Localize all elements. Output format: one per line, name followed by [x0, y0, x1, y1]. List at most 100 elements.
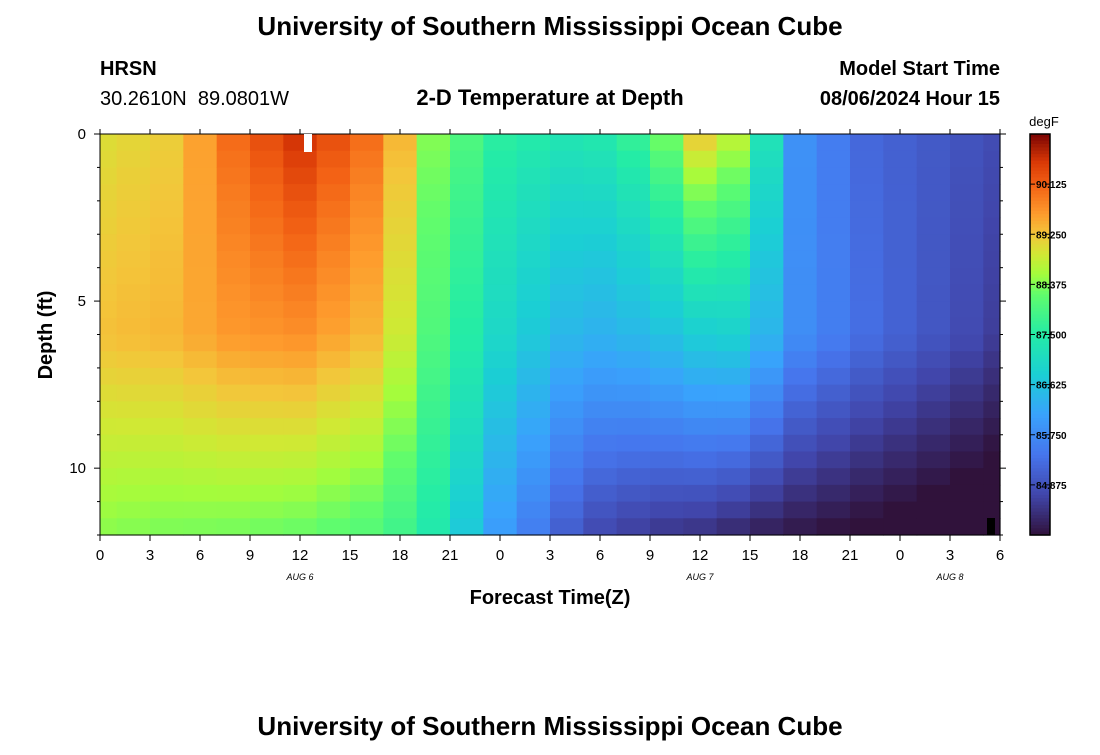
colorbar-swatch — [1030, 271, 1050, 275]
heatmap-cell — [416, 434, 451, 453]
heatmap-cell — [816, 301, 851, 319]
heatmap-cell — [116, 150, 151, 169]
colorbar-swatch — [1030, 204, 1050, 209]
heatmap-cell — [100, 484, 118, 503]
heatmap-cell — [716, 501, 751, 519]
heatmap-cell — [616, 200, 651, 219]
heatmap-cell — [650, 250, 684, 269]
heatmap-cell — [683, 384, 718, 402]
heatmap-cell — [983, 451, 1001, 469]
heatmap-cell — [750, 284, 784, 302]
colorbar-swatch — [1030, 284, 1050, 289]
colorbar-swatch — [1030, 314, 1050, 319]
heatmap-cell — [316, 351, 351, 369]
heatmap-cell — [916, 351, 951, 369]
heatmap-cell — [883, 418, 918, 436]
heatmap-cell — [816, 250, 851, 269]
heatmap-cell — [116, 384, 151, 402]
heatmap-cell — [816, 351, 851, 369]
colorbar-swatch — [1030, 267, 1050, 272]
heatmap-cell — [650, 434, 684, 453]
heatmap-cell — [416, 401, 451, 419]
colorbar-swatch — [1030, 401, 1050, 406]
colorbar-swatch — [1030, 498, 1050, 503]
heatmap-cell — [550, 351, 584, 369]
heatmap-cell — [450, 401, 484, 419]
colorbar-swatch — [1030, 347, 1050, 352]
colorbar-swatch — [1030, 304, 1050, 309]
heatmap-cell — [716, 150, 751, 169]
heatmap-cell — [750, 401, 784, 419]
x-tick-label: 18 — [392, 547, 409, 564]
colorbar-swatch — [1030, 294, 1050, 299]
heatmap-cell — [100, 184, 118, 202]
heatmap-cell — [650, 451, 684, 469]
colorbar-swatch — [1030, 140, 1050, 145]
heatmap-cell — [383, 434, 418, 453]
x-tick-label: 3 — [946, 547, 954, 564]
heatmap-cell — [983, 184, 1001, 202]
y-axis-label: Depth (ft) — [35, 291, 57, 380]
heatmap-cell — [583, 367, 618, 386]
heatmap-cell — [716, 518, 751, 536]
x-tick-label: 0 — [496, 547, 504, 564]
colorbar-swatch — [1030, 354, 1050, 359]
heatmap-cell — [483, 134, 518, 152]
colorbar-swatch — [1030, 504, 1050, 509]
colorbar-swatch — [1030, 428, 1050, 433]
heatmap-cell — [550, 267, 584, 285]
heatmap-cell — [883, 234, 918, 252]
heatmap-cell — [983, 217, 1001, 235]
heatmap-cell — [650, 518, 684, 536]
heatmap-cell — [383, 150, 418, 169]
colorbar-swatch — [1030, 177, 1050, 182]
heatmap-cell — [516, 167, 551, 185]
heatmap-cell — [416, 284, 451, 302]
heatmap-cell — [850, 401, 884, 419]
heatmap-cell — [816, 184, 851, 202]
heatmap-cell — [783, 267, 818, 285]
heatmap-cell — [483, 234, 518, 252]
heatmap-cell — [483, 351, 518, 369]
heatmap-cell — [616, 134, 651, 152]
heatmap-cell — [750, 184, 784, 202]
heatmap-cell — [816, 317, 851, 336]
x-axis-label: Forecast Time(Z) — [470, 587, 631, 609]
heatmap-cell — [750, 334, 784, 352]
heatmap-cell — [683, 217, 718, 235]
heatmap-cell — [583, 351, 618, 369]
colorbar-swatch — [1030, 471, 1050, 476]
heatmap-cell — [100, 468, 118, 486]
heatmap-cell — [216, 301, 251, 319]
colorbar-swatch — [1030, 418, 1050, 422]
heatmap-cell — [750, 234, 784, 252]
x-tick-label: 15 — [342, 547, 359, 564]
heatmap-cell — [550, 167, 584, 185]
heatmap-cell — [216, 234, 251, 252]
heatmap-cell — [216, 518, 251, 536]
missing-data-marker-top — [304, 134, 312, 152]
heatmap-cell — [483, 384, 518, 402]
heatmap-cell — [100, 234, 118, 252]
heatmap-cell — [750, 501, 784, 519]
colorbar-swatch — [1030, 137, 1050, 142]
heatmap-cell — [650, 384, 684, 402]
heatmap-cell — [250, 267, 284, 285]
heatmap-cell — [416, 217, 451, 235]
heatmap-cell — [950, 351, 984, 369]
colorbar-swatch — [1030, 237, 1050, 242]
heatmap-cell — [983, 267, 1001, 285]
heatmap-cell — [750, 418, 784, 436]
heatmap-cell — [950, 217, 984, 235]
heatmap-cell — [383, 267, 418, 285]
heatmap-cell — [100, 250, 118, 269]
heatmap-cell — [650, 150, 684, 169]
heatmap-cell — [883, 317, 918, 336]
heatmap-cell — [950, 451, 984, 469]
heatmap-cell — [916, 484, 951, 503]
heatmap-cell — [116, 184, 151, 202]
heatmap-cell — [683, 250, 718, 269]
heatmap-cell — [283, 317, 318, 336]
colorbar-swatch — [1030, 528, 1050, 533]
heatmap-cell — [516, 434, 551, 453]
